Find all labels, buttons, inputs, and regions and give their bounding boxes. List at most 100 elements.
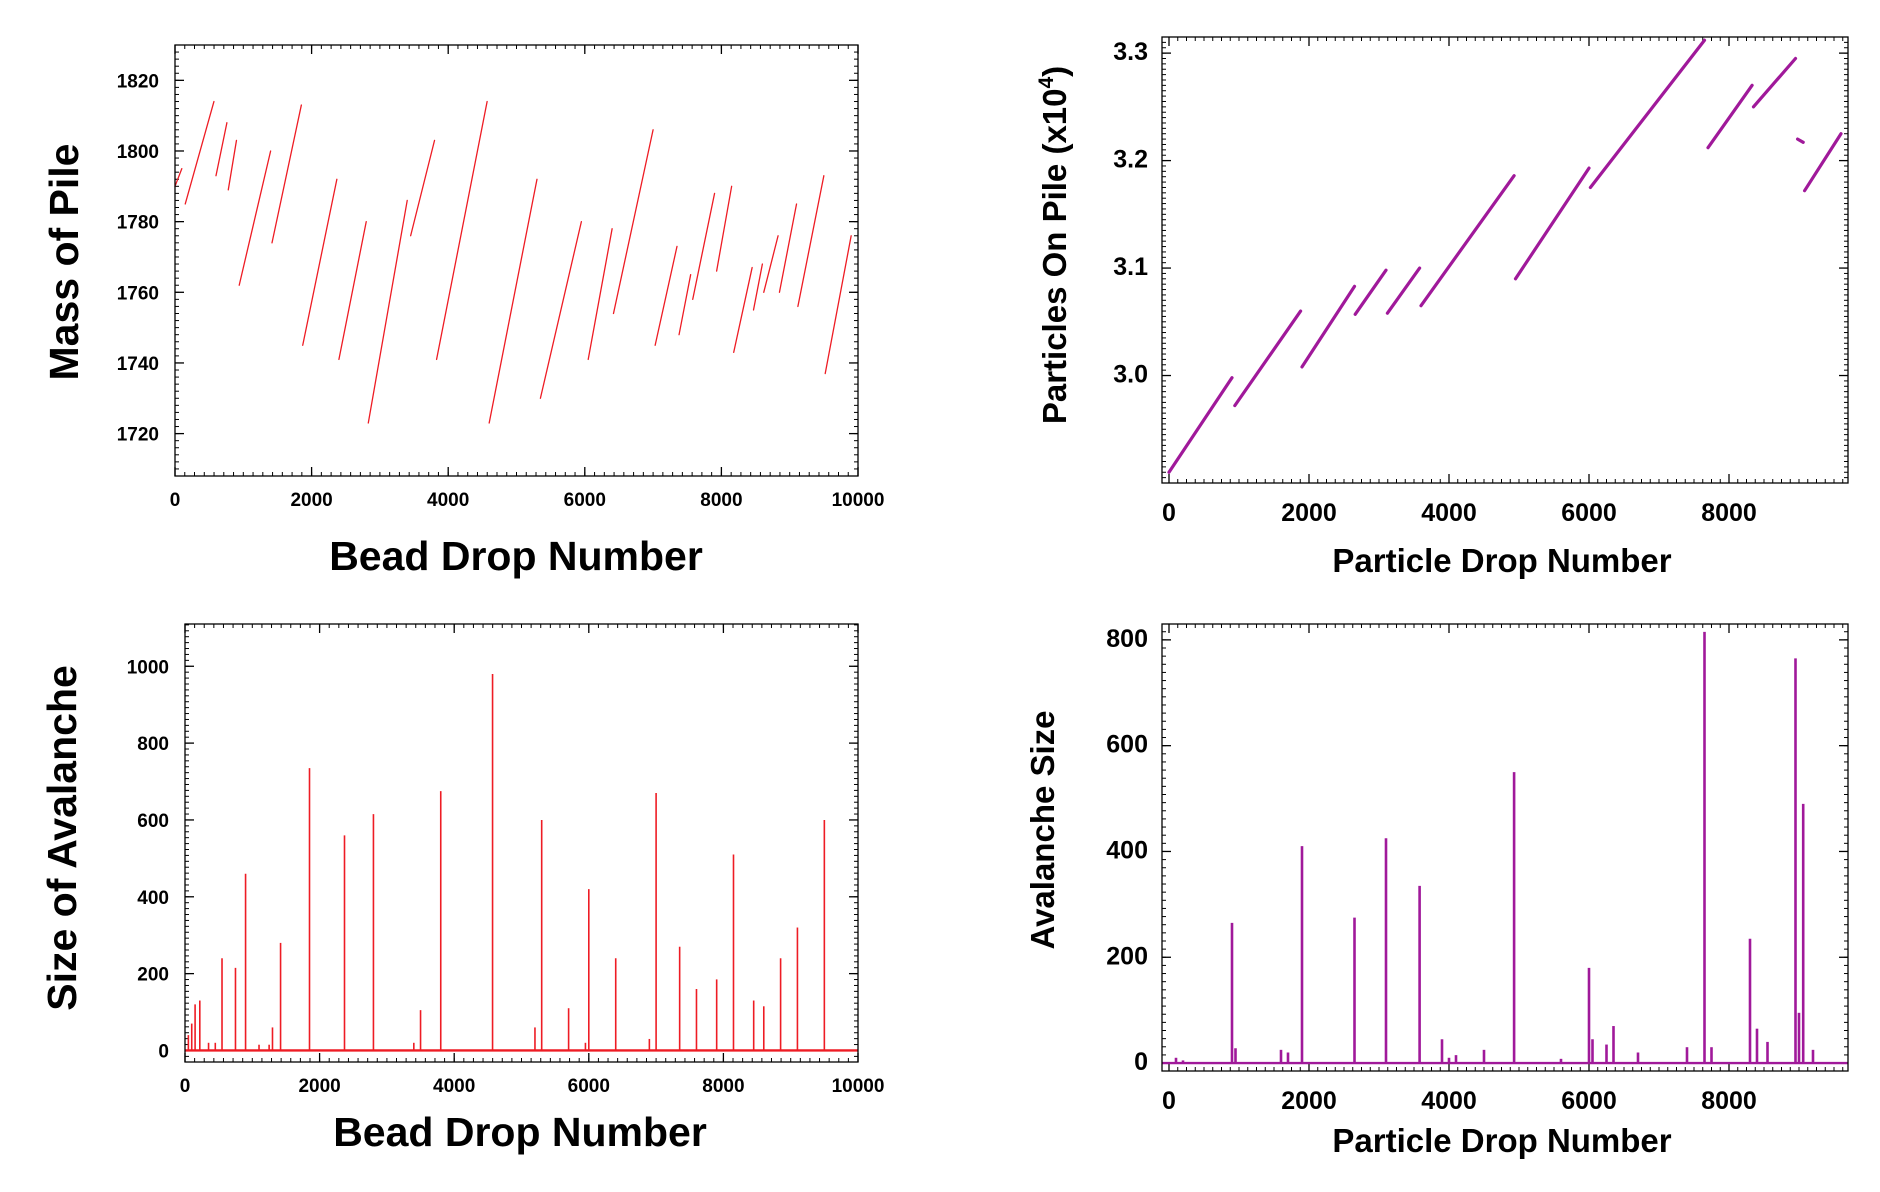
y-tick-label: 600 [1106, 731, 1148, 759]
x-tick-label: 10000 [832, 490, 885, 511]
series-segment [338, 220, 367, 361]
p0-x-axis-title: Bead Drop Number [329, 533, 703, 579]
series-segment [1588, 38, 1707, 190]
p0-tick-labels: 0 2000 4000 6000 8000 10000 1720 1740 1760 1780 18… [117, 71, 885, 511]
x-tick-label: 2000 [298, 1076, 340, 1097]
p3-tick-labels: 0 2000 4000 6000 8000 0 200 400 600 800 [1106, 625, 1757, 1115]
x-tick-label: 0 [1162, 499, 1176, 527]
x-tick-label: 0 [180, 1076, 191, 1097]
series-segment [752, 263, 764, 311]
p1-tick-labels: 0 2000 4000 6000 8000 3.0 3.1 3.2 3.3 [1113, 38, 1757, 527]
p3-series-marks [1162, 631, 1848, 1065]
series-segment [1706, 83, 1754, 150]
y-tick-label: 1800 [117, 142, 159, 163]
p1-tick-marks [1162, 36, 1848, 483]
y-tick-label: 400 [1106, 836, 1148, 864]
series-segment [1795, 137, 1805, 144]
series-segment [1802, 132, 1843, 193]
y-tick-label: 0 [1134, 1048, 1148, 1076]
series-segment [715, 185, 733, 272]
p1-y-axis-title-close: ) [1036, 66, 1073, 77]
series-segment [409, 139, 436, 237]
x-tick-label: 2000 [1281, 1087, 1337, 1115]
series-segment [1233, 309, 1303, 408]
panel-mass-of-pile: 0 2000 4000 6000 8000 10000 1720 1740 1760 1780 18… [41, 44, 885, 579]
p1-plot-frame [1161, 36, 1849, 484]
series-segment [692, 192, 716, 301]
x-tick-label: 4000 [433, 1076, 475, 1097]
p0-series-marks [174, 100, 852, 424]
series-segment [367, 199, 408, 424]
p1-y-axis-title-exponent: 4 [1035, 77, 1058, 89]
series-segment [612, 129, 654, 315]
p3-tick-marks [1162, 624, 1848, 1071]
series-segment [215, 122, 228, 177]
panel-avalanche-size: 0 2000 4000 6000 8000 0 200 400 600 800 Particle … [1024, 623, 1849, 1159]
y-tick-label: 3.3 [1113, 38, 1148, 66]
y-tick-label: 600 [137, 811, 169, 832]
series-segment [488, 178, 538, 424]
x-tick-label: 8000 [702, 1076, 744, 1097]
p3-x-axis-title: Particle Drop Number [1332, 1122, 1671, 1159]
y-tick-label: 3.1 [1113, 253, 1148, 281]
series-segment [654, 245, 678, 346]
y-tick-label: 1760 [117, 283, 159, 304]
series-segment [174, 167, 183, 187]
x-tick-label: 4000 [1421, 499, 1477, 527]
x-tick-label: 4000 [427, 490, 469, 511]
y-tick-label: 0 [158, 1041, 169, 1062]
x-tick-label: 10000 [832, 1076, 885, 1097]
y-tick-label: 1740 [117, 354, 159, 375]
x-tick-label: 0 [170, 490, 181, 511]
y-tick-label: 800 [1106, 625, 1148, 653]
series-segment [1385, 266, 1422, 315]
y-tick-label: 1720 [117, 425, 159, 446]
p1-x-axis-title: Particle Drop Number [1332, 542, 1671, 579]
p0-tick-marks [174, 45, 859, 476]
x-tick-label: 2000 [290, 490, 332, 511]
series-segment [587, 228, 613, 361]
series-segment [1167, 376, 1234, 474]
p2-plot-frame [184, 623, 859, 1063]
series-segment [184, 100, 215, 205]
y-tick-label: 200 [1106, 942, 1148, 970]
y-tick-label: 1780 [117, 213, 159, 234]
y-tick-label: 200 [137, 965, 169, 986]
y-tick-label: 400 [137, 888, 169, 909]
p1-y-axis-title: Particles On Pile (x104) [1035, 66, 1073, 424]
y-tick-label: 3.2 [1113, 146, 1148, 174]
series-segment [778, 203, 798, 293]
series-segment [824, 235, 852, 375]
p1-y-axis-title-main: Particles On Pile (x10 [1036, 89, 1073, 425]
series-segment [763, 235, 779, 293]
p0-y-axis-title: Mass of Pile [41, 144, 87, 381]
x-tick-label: 4000 [1421, 1087, 1477, 1115]
x-tick-label: 8000 [700, 490, 742, 511]
series-segment [238, 150, 272, 286]
panel-particles-on-pile: 0 2000 4000 6000 8000 3.0 3.1 3.2 3.3 Particle D… [1035, 36, 1849, 579]
series-segment [539, 220, 583, 399]
x-tick-label: 6000 [564, 490, 606, 511]
p1-series-marks [1167, 38, 1843, 474]
x-tick-label: 6000 [1561, 1087, 1617, 1115]
y-tick-label: 3.0 [1113, 361, 1148, 389]
x-tick-label: 0 [1162, 1087, 1176, 1115]
p2-x-axis-title: Bead Drop Number [333, 1109, 707, 1155]
y-tick-label: 1820 [117, 71, 159, 92]
x-tick-label: 8000 [1701, 1087, 1757, 1115]
y-tick-label: 800 [137, 734, 169, 755]
p2-tick-labels: 0 2000 4000 6000 8000 10000 0 200 400 600 800 1000 [127, 657, 885, 1097]
p3-y-axis-title: Avalanche Size [1024, 710, 1061, 949]
x-tick-label: 6000 [1561, 499, 1617, 527]
series-segment [1300, 284, 1357, 369]
y-tick-label: 1000 [127, 657, 169, 678]
p2-y-axis-title: Size of Avalanche [39, 665, 85, 1011]
x-tick-label: 6000 [568, 1076, 610, 1097]
p0-plot-frame [174, 44, 859, 477]
p2-series-marks [185, 673, 858, 1052]
series-segment [678, 273, 692, 336]
series-segment [1419, 174, 1516, 308]
series-segment [797, 175, 825, 308]
p2-tick-marks [184, 624, 859, 1062]
